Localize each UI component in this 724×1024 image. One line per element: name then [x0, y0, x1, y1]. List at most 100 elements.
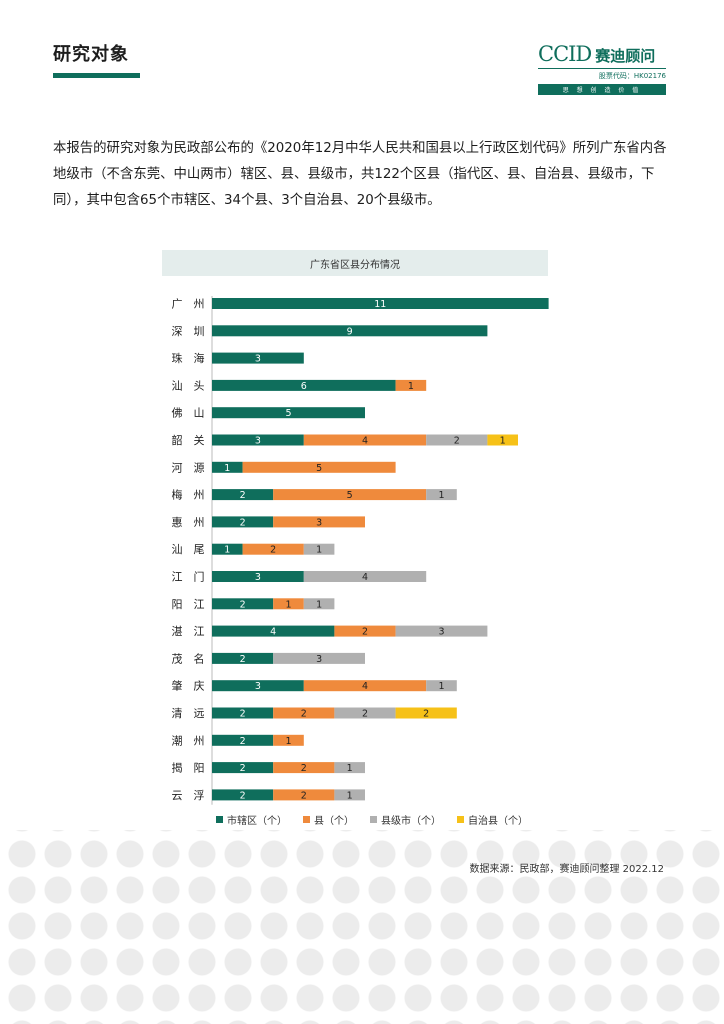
- bar-segment: [212, 516, 274, 528]
- bar-segment: [212, 598, 274, 610]
- legend-item: 市辖区（个）: [216, 812, 287, 827]
- data-label: 1: [224, 463, 230, 474]
- data-source: 数据来源：民政部，赛迪顾问整理 2022.12: [469, 864, 664, 875]
- bar-segment: [212, 625, 335, 637]
- bar-segment: [395, 707, 457, 719]
- category-label: 阳 江: [172, 598, 205, 611]
- logo-stock-code: 股票代码：HK02176: [538, 68, 666, 81]
- logo-name: 赛迪顾问: [595, 47, 656, 65]
- data-label: 5: [347, 490, 353, 501]
- category-label: 惠 州: [172, 515, 205, 529]
- data-label: 6: [301, 381, 307, 392]
- bar-segment: [273, 789, 335, 801]
- bar-segment: [273, 734, 304, 746]
- data-label: 1: [316, 545, 322, 556]
- bar-segment: [212, 298, 549, 309]
- data-label: 1: [285, 736, 291, 747]
- legend-swatch: [216, 816, 223, 823]
- bar-segment: [212, 680, 304, 692]
- data-label: 4: [362, 572, 368, 583]
- logo-brand: CCID: [538, 42, 592, 66]
- legend-item: 县级市（个）: [370, 812, 441, 827]
- legend-swatch: [457, 816, 464, 823]
- bar-segment: [395, 379, 427, 391]
- data-label: 2: [301, 709, 307, 720]
- bar-segment: [242, 461, 396, 473]
- data-label: 2: [240, 709, 246, 720]
- bar-segment: [334, 707, 396, 719]
- data-label: 4: [362, 681, 368, 692]
- legend-label: 县级市（个）: [381, 816, 441, 827]
- chart-title: 广东省区县分布情况: [162, 250, 548, 276]
- data-label: 1: [408, 381, 414, 392]
- bar-segment: [426, 434, 488, 446]
- category-label: 江 门: [172, 570, 205, 584]
- data-label: 2: [301, 763, 307, 774]
- intro-paragraph: 本报告的研究对象为民政部公布的《2020年12月中华人民共和国县以上行政区划代码…: [53, 141, 667, 208]
- data-label: 2: [454, 436, 460, 447]
- logo-slogan: 思 想 创 造 价 值: [538, 84, 666, 95]
- bar-segment: [212, 489, 274, 501]
- bar-segment: [303, 543, 335, 555]
- category-label: 清 远: [172, 707, 205, 720]
- data-label: 1: [316, 599, 322, 610]
- data-label: 1: [347, 790, 353, 801]
- category-label: 河 源: [172, 460, 205, 474]
- data-label: 1: [285, 599, 291, 610]
- data-label: 2: [301, 790, 307, 801]
- bar-segment: [426, 680, 457, 692]
- bar-segment: [212, 407, 365, 419]
- data-label: 1: [224, 545, 230, 556]
- data-label: 5: [316, 463, 322, 474]
- category-label: 云 浮: [172, 789, 205, 802]
- bar-segment: [273, 489, 427, 501]
- legend-swatch: [303, 816, 310, 823]
- chart-legend: 市辖区（个） 县（个） 县级市（个） 自治县（个）: [216, 812, 528, 827]
- data-label: 2: [362, 627, 368, 638]
- data-label: 2: [240, 763, 246, 774]
- data-label: 3: [255, 436, 261, 447]
- bar-segment: [212, 652, 274, 664]
- bar-segment: [303, 598, 335, 610]
- data-label: 4: [362, 436, 368, 447]
- page-title: 研究对象: [53, 44, 129, 65]
- bar-segment: [273, 652, 365, 664]
- legend-item: 自治县（个）: [457, 812, 528, 827]
- data-label: 2: [270, 545, 276, 556]
- bar-segment: [242, 543, 304, 555]
- data-label: 3: [255, 681, 261, 692]
- bar-segment: [273, 707, 335, 719]
- bar-segment: [487, 434, 518, 446]
- bar-segment: [303, 434, 427, 446]
- legend-swatch: [370, 816, 377, 823]
- bar-segment: [273, 598, 304, 610]
- data-label: 4: [270, 627, 276, 638]
- bar-segment: [426, 489, 457, 501]
- bar-segment: [212, 461, 243, 473]
- category-label: 揭 阳: [172, 761, 205, 775]
- data-label: 3: [438, 627, 444, 638]
- category-label: 珠 海: [172, 351, 205, 365]
- category-label: 梅 州: [172, 488, 205, 502]
- bar-segment: [212, 571, 304, 582]
- bar-segment: [273, 762, 335, 774]
- bar-segment: [303, 571, 427, 582]
- legend-item: 县（个）: [303, 812, 354, 827]
- bar-segment: [334, 625, 396, 637]
- category-label: 韶 关: [172, 433, 205, 447]
- bar-segment: [212, 762, 274, 774]
- data-label: 3: [316, 654, 322, 665]
- category-label: 汕 头: [172, 379, 205, 392]
- category-label: 潮 州: [172, 733, 205, 747]
- data-label: 2: [240, 654, 246, 665]
- data-label: 5: [285, 408, 291, 419]
- bar-segment: [334, 762, 365, 774]
- data-label: 2: [240, 599, 246, 610]
- bar-segment: [212, 734, 274, 746]
- company-logo: CCID 赛迪顾问 股票代码：HK02176 思 想 创 造 价 值: [538, 42, 666, 95]
- bar-segment: [212, 352, 304, 364]
- bar-segment: [212, 543, 243, 555]
- bar-segment: [212, 789, 274, 801]
- data-label: 3: [316, 517, 322, 528]
